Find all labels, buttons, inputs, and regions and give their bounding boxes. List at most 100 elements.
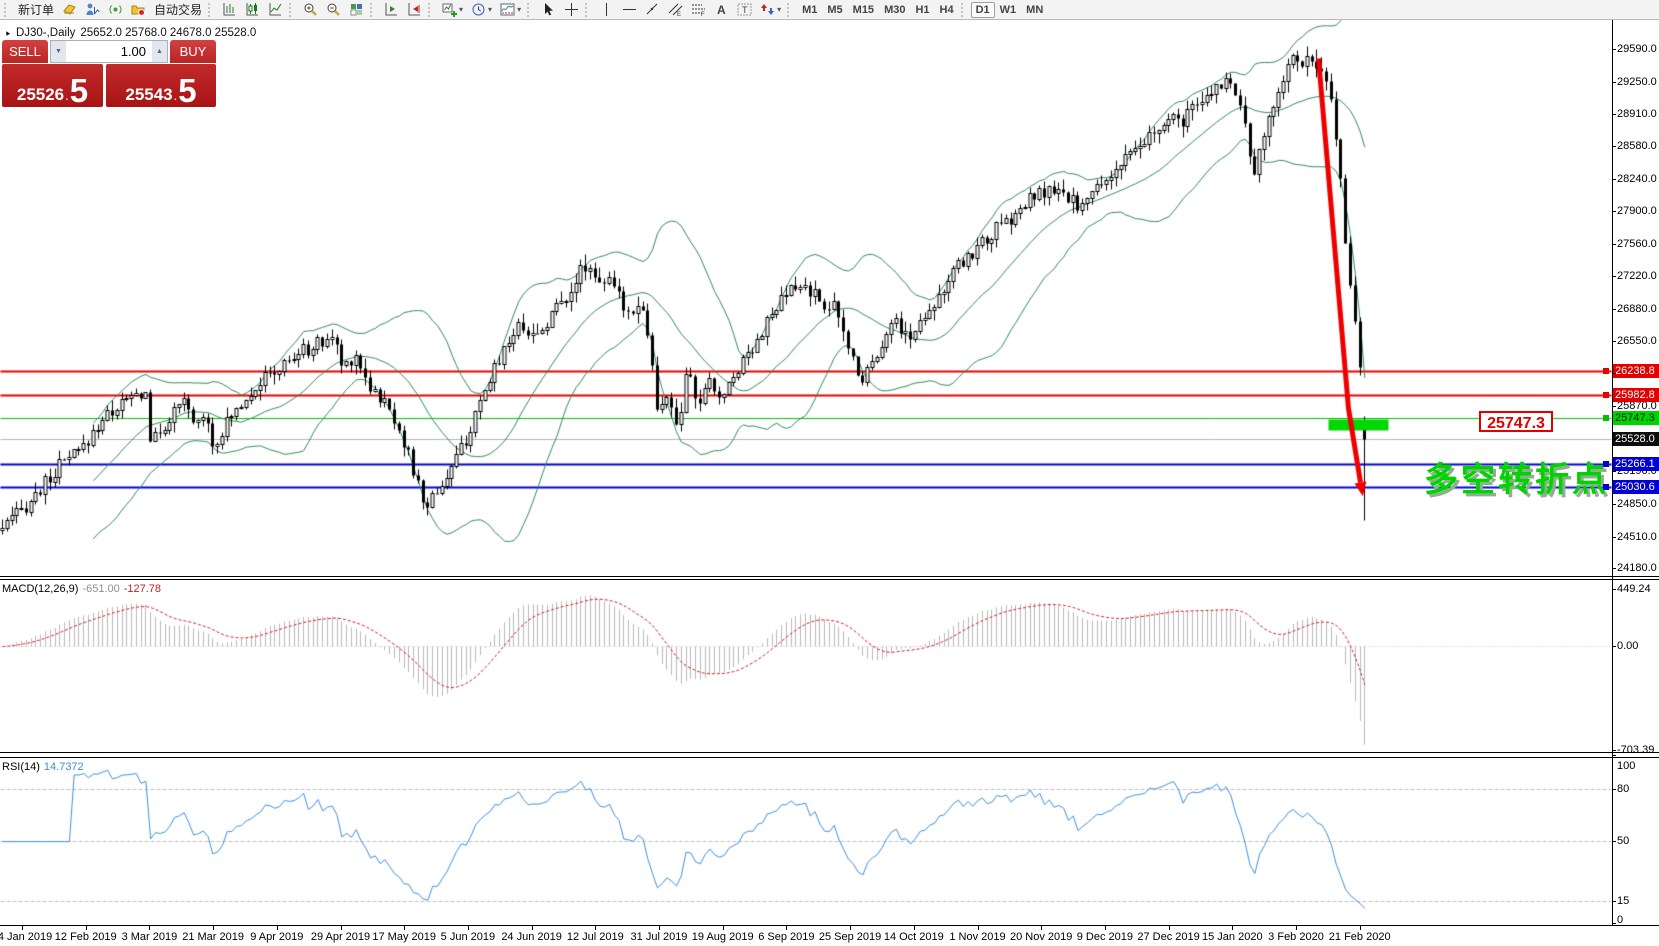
one-click-trading-panel: SELL ▼ ▲ BUY 25526.5 25543.5: [2, 40, 216, 107]
market-folder-icon: [131, 2, 146, 17]
signals-icon[interactable]: [104, 0, 127, 20]
channel-tool-icon[interactable]: E: [664, 0, 687, 20]
arrows-tool-icon[interactable]: ▾: [756, 0, 785, 20]
svg-text:E: E: [677, 12, 681, 17]
zoom-in-icon[interactable]: [299, 0, 322, 20]
level-anchor-square[interactable]: [1603, 392, 1609, 398]
svg-text:T: T: [742, 5, 748, 15]
toolbar-grip: [289, 2, 296, 17]
macd-pane-canvas[interactable]: [0, 580, 1612, 752]
timeframe-m5-button[interactable]: M5: [827, 3, 843, 16]
timeframe-m15-button[interactable]: M15: [852, 3, 875, 16]
indicators-icon[interactable]: ▾: [496, 0, 525, 20]
candlestick-mode-icon[interactable]: [241, 0, 264, 20]
zoom-out-icon[interactable]: [322, 0, 345, 20]
axis-tick: [1612, 537, 1616, 538]
timeframe-mn-button[interactable]: MN: [1026, 3, 1044, 16]
level-anchor-square[interactable]: [1603, 461, 1609, 467]
sell-price-button[interactable]: 25526. 5: [2, 64, 103, 107]
text-tool-icon: A: [714, 2, 729, 17]
profiles-clock-icon-dropdown[interactable]: ▾: [488, 5, 493, 14]
date-tick: [1041, 926, 1042, 930]
label-tool-icon[interactable]: T: [733, 0, 756, 20]
axis-tick: [1612, 923, 1616, 924]
rsi-tick-label: 0: [1617, 914, 1624, 926]
pane-separator[interactable]: [0, 576, 1659, 580]
level-anchor-square[interactable]: [1603, 368, 1609, 374]
bar-chart-mode-icon[interactable]: [218, 0, 241, 20]
date-label: 1 Nov 2019: [949, 931, 1006, 943]
fibonacci-tool-icon: F: [691, 2, 706, 17]
date-label: 9 Dec 2019: [1076, 931, 1134, 943]
date-label: 6 Sep 2019: [758, 931, 815, 943]
history-book-icon[interactable]: [58, 0, 81, 20]
timeframe-m1-button[interactable]: M1: [802, 3, 818, 16]
macd-tick-label: -703.39: [1617, 744, 1655, 756]
price-tick-label: 27220.0: [1617, 270, 1657, 282]
buy-price-button[interactable]: 25543. 5: [106, 64, 216, 107]
sell-button[interactable]: SELL: [2, 40, 48, 63]
new-chart-icon[interactable]: ▾: [438, 0, 467, 20]
candlestick-mode-icon: [245, 2, 260, 17]
volume-input[interactable]: [66, 41, 152, 62]
chart-title: ▲ DJ30-,Daily 25652.0 25768.0 24678.0 25…: [3, 27, 257, 39]
horizontal-line-tool-icon[interactable]: [618, 0, 641, 20]
axis-tick: [1612, 471, 1616, 472]
date-label: 19 Aug 2019: [691, 931, 754, 943]
timeframe-d1-button[interactable]: D1: [970, 1, 995, 18]
level-anchor-square[interactable]: [1603, 484, 1609, 490]
buy-button[interactable]: BUY: [170, 40, 216, 63]
date-label: 31 Jul 2019: [630, 931, 688, 943]
axis-tick: [1612, 276, 1616, 277]
new-chart-icon-dropdown[interactable]: ▾: [459, 5, 464, 14]
trendline-tool-icon[interactable]: [641, 0, 664, 20]
axis-tick: [1612, 646, 1616, 647]
date-tick: [532, 926, 533, 930]
line-chart-mode-icon[interactable]: [264, 0, 287, 20]
price-callout-box[interactable]: 25747.3: [1479, 411, 1553, 432]
axis-tick: [1612, 841, 1616, 842]
profiles-clock-icon[interactable]: ▾: [467, 0, 496, 20]
fibonacci-tool-icon[interactable]: F: [687, 0, 710, 20]
price-chart-canvas[interactable]: [0, 20, 1612, 576]
date-tick: [149, 926, 150, 930]
trendline-tool-icon: [645, 2, 660, 17]
market-folder-icon[interactable]: [127, 0, 150, 20]
timeframe-m30-button[interactable]: M30: [884, 3, 906, 16]
macd-tick-label: 449.24: [1617, 583, 1651, 595]
auto-scroll-icon[interactable]: [380, 0, 403, 20]
volume-increase-button[interactable]: ▲: [152, 41, 167, 62]
volume-decrease-button[interactable]: ▼: [51, 41, 66, 62]
annotation-text[interactable]: 多空转折点: [1424, 461, 1609, 499]
price-tick-label: 24510.0: [1617, 531, 1657, 543]
new-order-button[interactable]: 新订单: [14, 0, 58, 20]
toolbar-grip: [787, 2, 794, 17]
date-label: 12 Feb 2019: [54, 931, 117, 943]
text-tool-icon[interactable]: A: [710, 0, 733, 20]
date-tick: [786, 926, 787, 930]
indicators-icon-dropdown[interactable]: ▾: [517, 5, 522, 14]
pane-separator[interactable]: [0, 752, 1659, 758]
price-tick-label: 25870.0: [1617, 400, 1657, 412]
date-tick: [1360, 926, 1361, 930]
date-label: 3 Mar 2019: [121, 931, 178, 943]
level-anchor-square[interactable]: [1603, 415, 1609, 421]
timeframe-h4-button[interactable]: H4: [939, 3, 954, 16]
toolbar-grip: [428, 2, 435, 17]
auto-scroll-icon: [384, 2, 399, 17]
arrows-tool-icon-dropdown[interactable]: ▾: [777, 5, 782, 14]
timeframe-h1-button[interactable]: H1: [915, 3, 930, 16]
cursor-tool-icon[interactable]: [537, 0, 560, 20]
tile-windows-icon[interactable]: [345, 0, 368, 20]
autotrading-button[interactable]: 自动交易: [150, 0, 206, 20]
line-chart-mode-icon: [268, 2, 283, 17]
vertical-line-tool-icon[interactable]: [595, 0, 618, 20]
rsi-pane-canvas[interactable]: [0, 758, 1612, 925]
crosshair-tool-icon[interactable]: [560, 0, 583, 20]
chart-shift-icon[interactable]: [403, 0, 426, 20]
trader-profile-icon[interactable]: [81, 0, 104, 20]
date-tick: [213, 926, 214, 930]
date-tick: [22, 926, 23, 930]
timeframe-w1-button[interactable]: W1: [999, 3, 1017, 16]
